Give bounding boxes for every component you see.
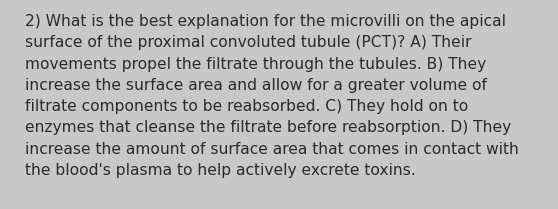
Text: 2) What is the best explanation for the microvilli on the apical
surface of the : 2) What is the best explanation for the …	[25, 14, 518, 178]
